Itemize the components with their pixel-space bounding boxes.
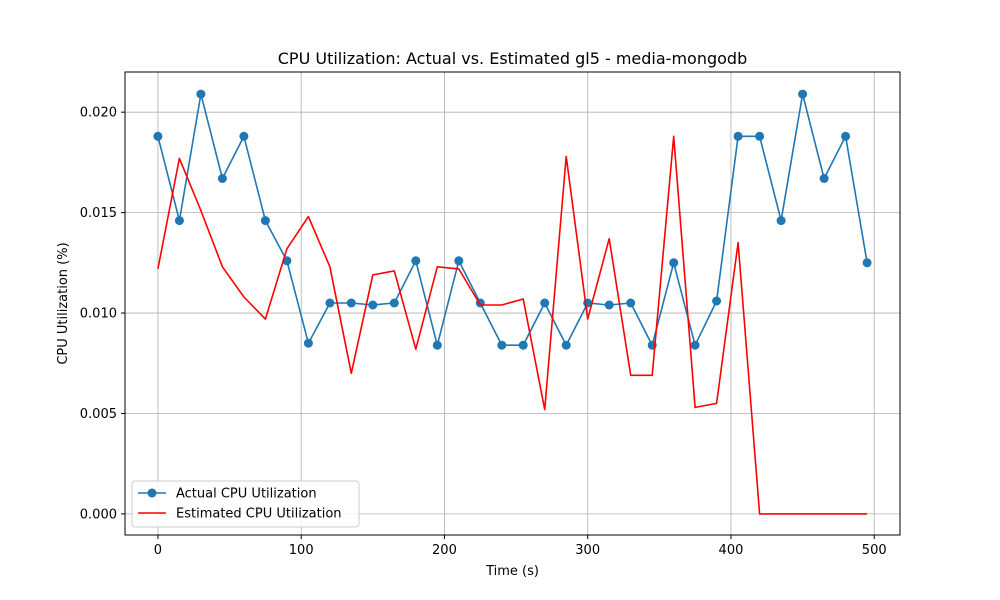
x-axis-label: Time (s) (485, 564, 539, 579)
x-tick-label: 300 (575, 543, 600, 558)
data-point (733, 131, 743, 141)
data-point (303, 338, 313, 348)
data-point (690, 340, 700, 350)
data-point (561, 340, 571, 350)
x-tick-label: 0 (154, 543, 162, 558)
data-point (798, 89, 808, 99)
data-point (153, 131, 163, 141)
data-point (540, 298, 550, 308)
data-point (389, 298, 399, 308)
y-axis-label: CPU Utilization (%) (56, 242, 71, 364)
data-point (196, 89, 206, 99)
data-point (346, 298, 356, 308)
data-point (454, 256, 464, 266)
data-point (669, 258, 679, 268)
legend-swatch-marker (147, 488, 157, 498)
data-point (712, 296, 722, 306)
data-point (411, 256, 421, 266)
data-point (239, 131, 249, 141)
y-tick-label: 0.020 (80, 106, 117, 121)
data-point (626, 298, 636, 308)
y-tick-label: 0.005 (80, 407, 117, 422)
legend-label: Estimated CPU Utilization (176, 507, 342, 522)
data-point (841, 131, 851, 141)
x-tick-label: 100 (289, 543, 314, 558)
series-line-0 (157, 93, 868, 347)
data-point (260, 216, 270, 226)
x-tick-label: 400 (719, 543, 744, 558)
data-point (497, 340, 507, 350)
chart-title: CPU Utilization: Actual vs. Estimated gl… (278, 49, 747, 68)
data-point (217, 174, 227, 183)
data-point (368, 300, 378, 310)
plot-frame (124, 71, 901, 536)
legend: Actual CPU Utilization Estimated CPU Util… (131, 480, 360, 528)
series-line-1 (157, 135, 868, 515)
axis-ticks: 0 100 200 300 400 500 0.000 0.005 0.010 0.015 0.02… (80, 106, 887, 558)
y-tick-label: 0.015 (80, 206, 117, 221)
x-tick-label: 500 (862, 543, 887, 558)
data-point (819, 174, 829, 183)
data-point (862, 258, 872, 268)
data-point (174, 216, 184, 226)
legend-box (131, 480, 360, 528)
x-tick-label: 200 (432, 543, 457, 558)
data-point (325, 298, 335, 308)
series-layer (153, 89, 872, 515)
data-point (755, 131, 765, 141)
data-point (776, 216, 786, 226)
data-point (518, 340, 528, 350)
y-tick-label: 0.010 (80, 307, 117, 322)
data-point (432, 340, 442, 350)
data-point (604, 300, 614, 310)
legend-label: Actual CPU Utilization (176, 487, 317, 502)
y-tick-label: 0.000 (80, 507, 117, 522)
